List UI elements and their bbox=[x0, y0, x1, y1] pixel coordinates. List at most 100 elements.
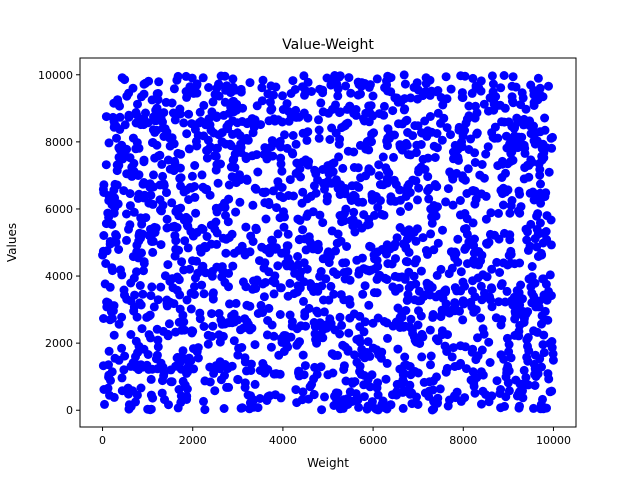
data-point bbox=[105, 239, 115, 249]
data-point bbox=[99, 231, 109, 240]
data-point bbox=[470, 186, 480, 196]
data-point bbox=[314, 244, 324, 254]
data-point bbox=[116, 265, 125, 275]
data-point bbox=[458, 315, 468, 325]
data-point bbox=[288, 131, 298, 140]
data-point bbox=[288, 149, 298, 159]
data-point bbox=[155, 195, 165, 205]
data-point bbox=[364, 165, 374, 175]
data-point bbox=[470, 158, 480, 167]
data-point bbox=[100, 399, 109, 409]
data-point bbox=[354, 269, 364, 279]
data-point bbox=[306, 191, 316, 201]
data-point bbox=[330, 351, 339, 360]
data-point bbox=[377, 347, 387, 357]
data-point bbox=[262, 330, 272, 340]
data-point bbox=[374, 271, 384, 281]
data-point bbox=[458, 296, 468, 306]
data-point bbox=[470, 292, 480, 302]
data-point bbox=[526, 80, 536, 90]
data-point bbox=[228, 74, 238, 84]
data-point bbox=[412, 140, 422, 150]
data-point bbox=[401, 138, 411, 148]
data-point bbox=[523, 341, 532, 351]
data-point bbox=[162, 301, 172, 311]
data-point bbox=[548, 132, 557, 142]
data-point bbox=[519, 318, 529, 327]
data-point bbox=[102, 246, 112, 256]
data-point bbox=[490, 133, 500, 143]
data-point bbox=[302, 264, 312, 274]
data-point bbox=[120, 120, 130, 130]
data-point bbox=[269, 369, 279, 379]
data-point bbox=[405, 380, 415, 390]
data-point bbox=[104, 138, 114, 148]
data-point bbox=[199, 100, 209, 110]
data-point bbox=[207, 331, 217, 341]
data-point bbox=[253, 167, 263, 177]
data-point bbox=[133, 348, 143, 358]
data-point bbox=[233, 128, 242, 138]
data-point bbox=[190, 182, 199, 191]
data-point bbox=[450, 362, 460, 371]
data-point bbox=[433, 108, 443, 118]
data-point bbox=[438, 100, 448, 110]
data-point bbox=[129, 166, 139, 176]
data-point bbox=[487, 71, 497, 81]
data-point bbox=[99, 180, 109, 190]
data-point bbox=[122, 91, 132, 101]
data-point bbox=[510, 307, 520, 317]
data-point bbox=[117, 343, 127, 353]
data-point bbox=[271, 82, 281, 92]
data-point bbox=[443, 184, 453, 194]
data-point bbox=[401, 306, 411, 315]
data-point bbox=[175, 163, 185, 173]
data-point bbox=[276, 283, 286, 293]
data-point bbox=[462, 214, 472, 224]
data-point bbox=[323, 247, 333, 257]
y-axis-label: Values bbox=[5, 223, 19, 262]
data-point bbox=[517, 88, 527, 98]
data-point bbox=[245, 247, 255, 257]
data-point bbox=[531, 128, 540, 138]
data-point bbox=[398, 403, 408, 413]
data-point bbox=[223, 124, 233, 134]
data-point bbox=[510, 330, 520, 340]
data-point bbox=[139, 79, 149, 89]
data-point bbox=[331, 246, 340, 256]
data-point bbox=[410, 336, 420, 345]
data-point bbox=[119, 365, 129, 375]
data-point bbox=[200, 376, 210, 386]
data-point bbox=[320, 392, 329, 402]
data-point bbox=[190, 282, 199, 291]
data-point bbox=[277, 117, 287, 127]
data-point bbox=[514, 186, 524, 196]
data-point bbox=[281, 335, 291, 345]
data-point bbox=[309, 181, 319, 191]
data-point bbox=[497, 159, 507, 169]
data-point bbox=[523, 160, 532, 170]
data-point bbox=[177, 352, 187, 362]
data-point bbox=[337, 217, 347, 227]
data-point bbox=[182, 395, 192, 404]
data-point bbox=[260, 278, 270, 287]
y-tick-label: 2000 bbox=[45, 337, 73, 350]
data-point bbox=[530, 350, 540, 360]
data-point bbox=[157, 206, 166, 216]
data-point bbox=[207, 309, 217, 319]
data-point bbox=[220, 97, 230, 107]
data-point bbox=[131, 336, 141, 346]
data-point bbox=[119, 186, 129, 196]
data-point bbox=[426, 229, 436, 239]
data-point bbox=[158, 171, 168, 181]
data-point bbox=[259, 292, 269, 302]
data-point bbox=[191, 136, 201, 146]
data-point bbox=[155, 150, 165, 160]
data-point bbox=[468, 344, 478, 354]
data-point bbox=[210, 89, 220, 99]
data-point bbox=[148, 125, 158, 135]
data-point bbox=[327, 123, 337, 133]
data-point bbox=[124, 112, 134, 122]
data-point bbox=[429, 404, 439, 414]
data-point bbox=[382, 136, 392, 146]
